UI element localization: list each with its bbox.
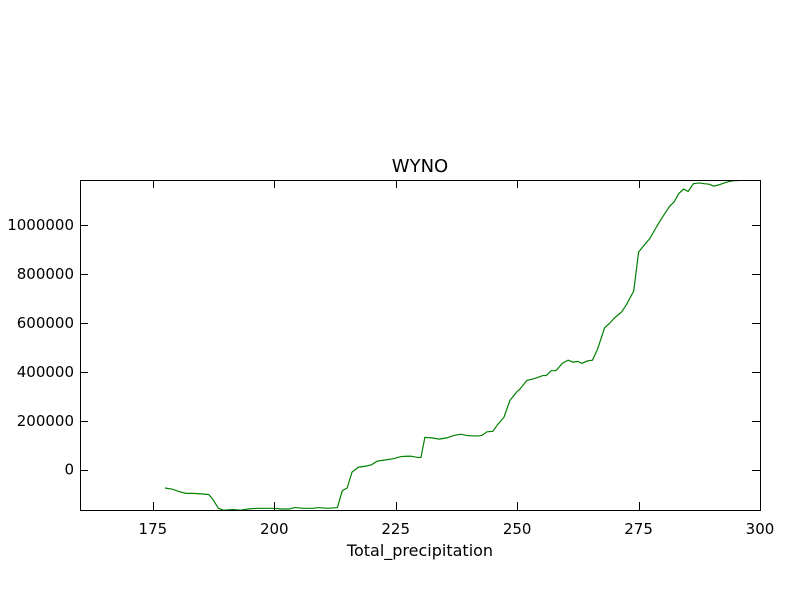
plot-frame [80,180,761,511]
y-tick-label: 1000000 [7,216,74,234]
y-tick-label: 600000 [17,314,74,332]
chart-title: WYNO [392,156,448,177]
y-tick-label: 200000 [17,412,74,430]
x-tick-label: 225 [381,520,410,538]
x-tick-label: 300 [746,520,775,538]
x-tick-label: 175 [139,520,168,538]
series-line-0 [164,180,745,510]
x-tick-label: 200 [260,520,289,538]
x-tick-label: 275 [624,520,653,538]
y-tick-label: 800000 [17,265,74,283]
x-axis-label: Total_precipitation [346,541,493,561]
x-tick-label: 250 [503,520,532,538]
y-tick-label: 400000 [17,363,74,381]
y-tick-label: 0 [64,461,74,479]
